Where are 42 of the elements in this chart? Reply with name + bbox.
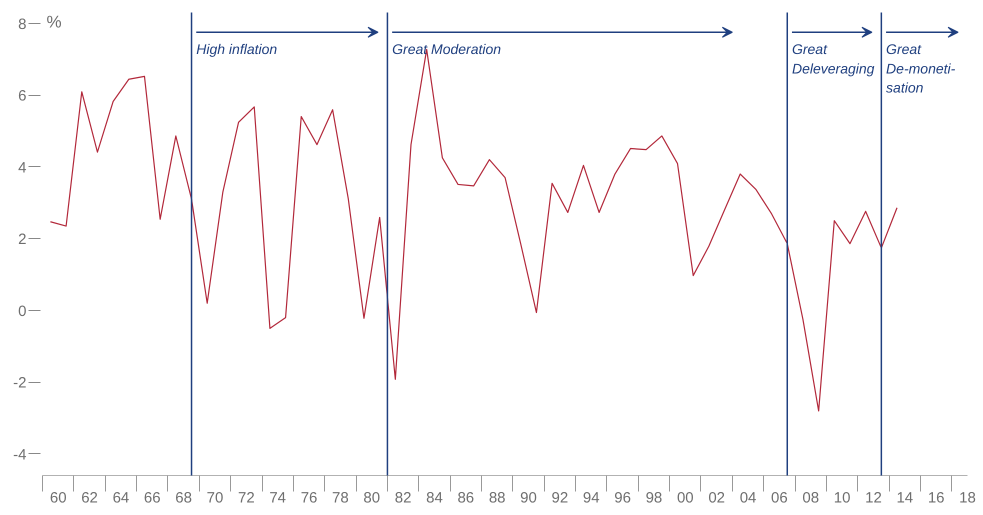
- x-tick-label: 66: [144, 490, 161, 506]
- x-tick-label: 08: [802, 490, 820, 506]
- x-tick-label: 68: [175, 490, 192, 506]
- x-tick-label: 80: [363, 490, 380, 506]
- ref-line-label: Great Moderation: [392, 41, 502, 58]
- x-tick-label: 16: [928, 490, 945, 506]
- x-tick-label: 92: [552, 490, 568, 506]
- x-tick-label: 98: [646, 490, 662, 506]
- x-tick-label: 10: [834, 490, 850, 506]
- x-tick-label: 18: [959, 490, 976, 506]
- x-tick-label: 94: [582, 490, 600, 506]
- ref-line-label: Great De-moneti- sation: [886, 41, 956, 96]
- x-tick-label: 96: [614, 490, 631, 506]
- y-tick-label: 6: [18, 88, 26, 105]
- y-tick-label: 0: [18, 302, 26, 320]
- x-tick-label: 76: [300, 490, 318, 506]
- x-tick-label: 74: [269, 490, 286, 506]
- x-tick-label: 64: [112, 490, 130, 506]
- x-tick-label: 00: [676, 490, 694, 506]
- x-tick-label: 06: [771, 490, 788, 506]
- x-tick-label: 86: [457, 490, 474, 506]
- x-tick-label: 02: [708, 490, 725, 506]
- x-tick-label: 78: [332, 490, 349, 506]
- x-tick-label: 60: [50, 490, 67, 506]
- y-axis-title: %: [46, 12, 62, 32]
- y-tick-label: 8: [18, 16, 26, 33]
- x-tick-label: 12: [865, 490, 882, 506]
- x-tick-label: 88: [488, 490, 506, 506]
- x-tick-label: 84: [426, 490, 443, 506]
- x-tick-label: 72: [238, 490, 255, 506]
- ref-line-label: Great Deleveraging: [792, 41, 875, 76]
- y-tick-label: 2: [18, 231, 26, 248]
- x-tick-label: 82: [394, 490, 412, 506]
- x-tick-label: 62: [81, 490, 98, 506]
- x-tick-label: 70: [206, 490, 224, 506]
- x-tick-label: 90: [520, 490, 537, 506]
- y-tick-label: -2: [13, 374, 27, 392]
- y-tick-label: -4: [13, 446, 27, 464]
- ref-line-label: High inflation: [196, 41, 278, 58]
- x-tick-label: 14: [896, 490, 914, 506]
- x-tick-label: 04: [740, 490, 756, 506]
- y-tick-label: 4: [18, 159, 26, 176]
